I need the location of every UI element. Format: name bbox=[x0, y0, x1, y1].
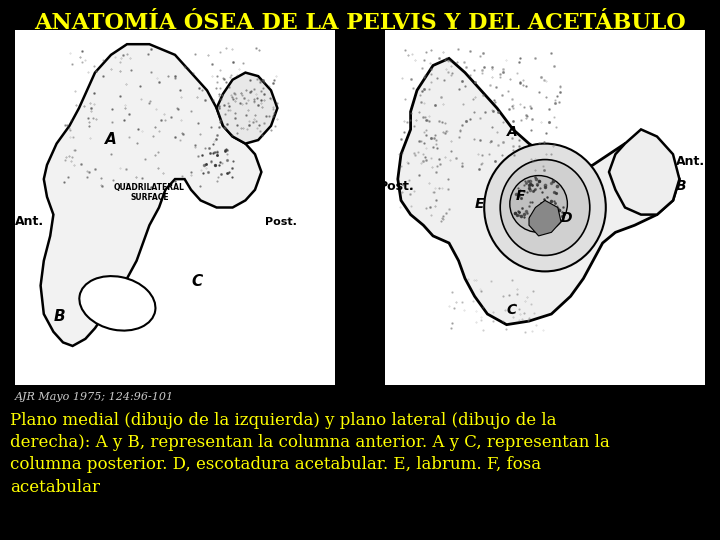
Text: C: C bbox=[507, 303, 517, 317]
Text: D: D bbox=[561, 211, 572, 225]
Text: F: F bbox=[516, 190, 526, 204]
Text: Plano medial (dibujo de la izquierda) y plano lateral (dibujo de la
derecha): A : Plano medial (dibujo de la izquierda) y … bbox=[10, 412, 610, 496]
Text: B: B bbox=[676, 179, 687, 193]
Text: A: A bbox=[507, 125, 518, 139]
Text: B: B bbox=[53, 309, 65, 324]
Bar bbox=[385, 30, 705, 385]
Text: E: E bbox=[474, 197, 484, 211]
Polygon shape bbox=[40, 44, 261, 346]
Bar bbox=[15, 30, 335, 385]
Text: Post.: Post. bbox=[265, 217, 297, 227]
Text: Ant.: Ant. bbox=[15, 215, 44, 228]
Text: AJR Mayo 1975; 124:96-101: AJR Mayo 1975; 124:96-101 bbox=[15, 392, 174, 402]
Text: C: C bbox=[191, 274, 202, 288]
Text: QUADRILATERAL
SURFACE: QUADRILATERAL SURFACE bbox=[114, 183, 185, 202]
Polygon shape bbox=[609, 130, 680, 214]
Ellipse shape bbox=[484, 144, 606, 272]
Text: Post.: Post. bbox=[379, 180, 414, 193]
Polygon shape bbox=[397, 58, 680, 325]
Text: A: A bbox=[104, 132, 117, 146]
Polygon shape bbox=[529, 200, 561, 236]
Polygon shape bbox=[217, 72, 277, 144]
Ellipse shape bbox=[79, 276, 156, 330]
Text: Ant.: Ant. bbox=[676, 155, 706, 168]
Ellipse shape bbox=[510, 176, 567, 232]
Text: ANATOMÍA ÓSEA DE LA PELVIS Y DEL ACETÁBULO: ANATOMÍA ÓSEA DE LA PELVIS Y DEL ACETÁBU… bbox=[34, 12, 686, 34]
Ellipse shape bbox=[500, 160, 590, 255]
